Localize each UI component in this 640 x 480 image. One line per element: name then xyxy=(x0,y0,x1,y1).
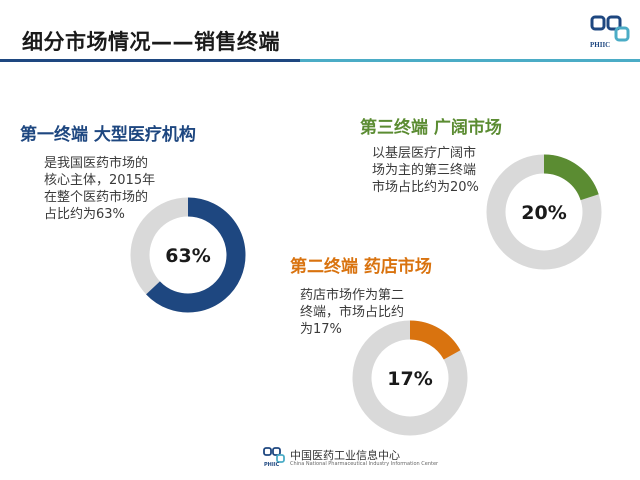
donut-terminal2: 17% xyxy=(352,320,468,436)
desc-line: 在整个医药市场的 xyxy=(44,190,149,205)
terminal3-desc: 以基层医疗广阔市 场为主的第三终端 市场占比约为20% xyxy=(372,145,479,196)
desc-line: 核心主体，2015年 xyxy=(44,173,156,188)
donut-value-label: 63% xyxy=(165,245,210,267)
donut-value-label: 17% xyxy=(387,368,432,390)
donut-value-label: 20% xyxy=(521,202,566,224)
desc-line: 市场占比约为20% xyxy=(372,180,479,195)
phiic-logo-icon xyxy=(590,15,630,42)
footer-logo-text: PHIIC xyxy=(264,462,280,468)
footer-org-name-en: China National Pharmaceutical Industry I… xyxy=(290,461,439,467)
desc-line: 为17% xyxy=(300,322,342,337)
desc-line: 是我国医药市场的 xyxy=(44,156,149,171)
desc-line: 药店市场作为第二 xyxy=(300,288,405,303)
donut-terminal1: 63% xyxy=(130,197,246,313)
terminal3-heading: 第三终端 广阔市场 xyxy=(360,118,502,138)
desc-line: 占比约为63% xyxy=(44,207,125,222)
desc-line: 终端，市场占比约 xyxy=(300,305,405,320)
desc-line: 以基层医疗广阔市 xyxy=(372,146,477,161)
donut-terminal3: 20% xyxy=(486,154,602,270)
page-title: 细分市场情况——销售终端 xyxy=(22,30,280,54)
title-rule xyxy=(0,59,640,62)
donut-slice xyxy=(543,154,599,201)
footer-org-name: 中国医药工业信息中心 xyxy=(290,449,400,462)
donut-slice xyxy=(409,320,461,360)
logo-text: PHIIC xyxy=(590,41,611,49)
terminal1-desc: 是我国医药市场的 核心主体，2015年 在整个医药市场的 占比约为63% xyxy=(44,155,155,223)
donut-slice xyxy=(146,197,246,313)
terminal1-heading: 第一终端 大型医疗机构 xyxy=(20,125,196,145)
terminal2-desc: 药店市场作为第二 终端，市场占比约 为17% xyxy=(300,287,404,338)
terminal2-heading: 第二终端 药店市场 xyxy=(290,257,432,277)
desc-line: 场为主的第三终端 xyxy=(372,163,477,178)
footer-logo-icon xyxy=(263,447,285,463)
